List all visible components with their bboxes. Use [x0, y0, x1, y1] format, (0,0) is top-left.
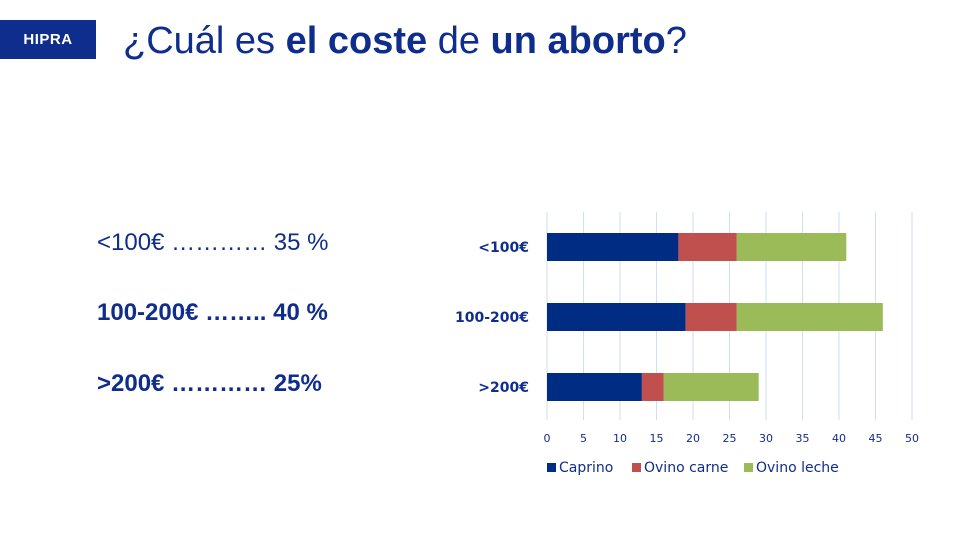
- x-tick-label: 5: [580, 432, 587, 445]
- bar-segment-ovino-leche: [736, 233, 847, 261]
- title-part: ¿Cuál es: [123, 20, 286, 62]
- title-part: el coste: [285, 20, 428, 62]
- stat-under-100: <100€ ………… 35 %: [97, 229, 329, 256]
- x-tick-label: 15: [650, 432, 664, 445]
- x-tick-label: 35: [796, 432, 810, 445]
- x-tick-label: 45: [869, 432, 883, 445]
- title-part: de: [427, 20, 491, 62]
- x-tick-label: 40: [832, 432, 846, 445]
- title-part: un aborto: [490, 20, 666, 62]
- x-tick-label: 20: [686, 432, 700, 445]
- legend-label: Ovino carne: [644, 460, 728, 476]
- x-tick-label: 25: [723, 432, 737, 445]
- hipra-logo: HIPRA: [0, 20, 96, 59]
- bar-segment-ovino-leche: [663, 373, 759, 401]
- legend-label: Ovino leche: [756, 460, 839, 476]
- stat-100-200: 100-200€ …….. 40 %: [97, 299, 328, 326]
- category-label: <100€: [478, 240, 529, 256]
- bar-segment-caprino: [547, 373, 642, 401]
- legend-swatch: [632, 463, 641, 472]
- stat-over-200: >200€ ………… 25%: [97, 370, 322, 397]
- legend-label: Caprino: [559, 460, 613, 476]
- category-label: >200€: [478, 380, 529, 396]
- bar-segment-ovino-leche: [736, 303, 883, 331]
- bar-segment-ovino-carne: [685, 303, 737, 331]
- page-title: ¿Cuál es el coste de un aborto?: [123, 20, 687, 63]
- x-tick-label: 30: [759, 432, 773, 445]
- bar-segment-ovino-carne: [641, 373, 664, 401]
- bar-segment-caprino: [547, 233, 679, 261]
- bar-segment-caprino: [547, 303, 686, 331]
- x-tick-label: 0: [544, 432, 551, 445]
- legend-swatch: [547, 463, 556, 472]
- bar-segment-ovino-carne: [678, 233, 737, 261]
- x-tick-label: 50: [905, 432, 919, 445]
- category-label: 100-200€: [455, 310, 529, 326]
- x-tick-label: 10: [613, 432, 627, 445]
- legend-swatch: [744, 463, 753, 472]
- title-part: ?: [665, 20, 687, 62]
